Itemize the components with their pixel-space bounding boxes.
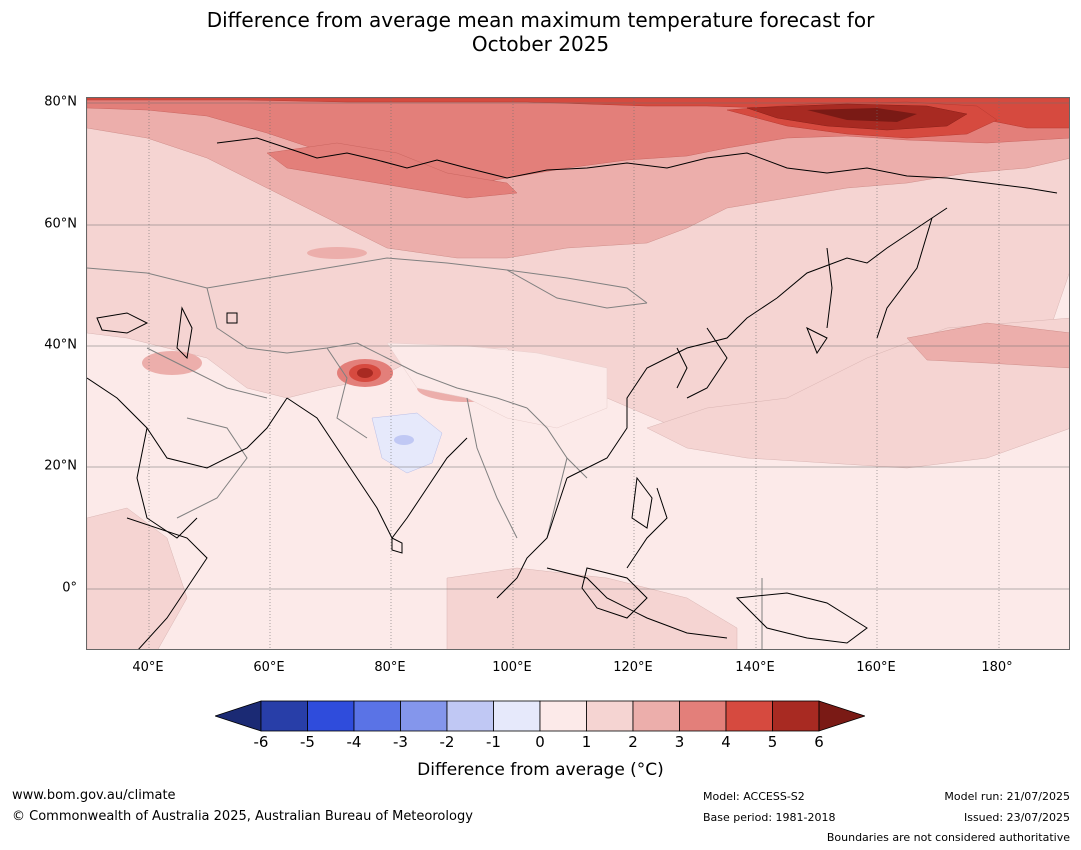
lon-grid bbox=[148, 98, 1000, 649]
colorbar-tick-label: -1 bbox=[486, 733, 501, 751]
anomaly-hotspot-inner bbox=[357, 368, 373, 378]
anomaly-band-1-2-south bbox=[446, 567, 738, 649]
anomaly-band-0-1-china bbox=[386, 342, 608, 429]
lon-label-160e: 160°E bbox=[856, 660, 896, 675]
anomaly-band-1-2-africa bbox=[87, 507, 188, 649]
colorbar bbox=[215, 700, 865, 732]
lon-label-140e: 140°E bbox=[735, 660, 775, 675]
model-info: Model: ACCESS-S2 bbox=[703, 790, 805, 803]
colorbar-cell bbox=[493, 700, 541, 732]
colorbar-tick-label: 0 bbox=[535, 733, 545, 751]
anomaly-map-graphic bbox=[87, 98, 1069, 649]
colorbar-tick-label: 2 bbox=[628, 733, 638, 751]
colorbar-cell bbox=[539, 700, 587, 732]
disclaimer: Boundaries are not considered authoritat… bbox=[826, 831, 1070, 844]
lon-label-180: 180° bbox=[981, 660, 1013, 675]
title-line-2: October 2025 bbox=[471, 32, 610, 56]
lat-label-20n: 20°N bbox=[44, 458, 77, 474]
lon-label-40e: 40°E bbox=[132, 660, 164, 675]
colorbar-cell bbox=[586, 700, 634, 732]
model-run: Model run: 21/07/2025 bbox=[944, 790, 1070, 803]
colorbar-tick-label: -2 bbox=[439, 733, 455, 751]
anomaly-band-2-3-pacific bbox=[906, 322, 1069, 369]
anomaly-patch-mongolia bbox=[307, 247, 367, 259]
map-title: Difference from average mean maximum tem… bbox=[0, 8, 1081, 56]
anomaly-band-gt6 bbox=[807, 108, 917, 122]
title-line-1: Difference from average mean maximum tem… bbox=[206, 8, 875, 32]
colorbar-tick-label: -3 bbox=[393, 733, 408, 751]
colorbar-tick-label: 4 bbox=[721, 733, 731, 751]
lon-label-100e: 100°E bbox=[492, 660, 532, 675]
lat-label-0: 0° bbox=[62, 580, 77, 596]
copyright: © Commonwealth of Australia 2025, Austra… bbox=[12, 809, 473, 824]
colorbar-cell bbox=[260, 700, 308, 732]
lat-label-60n: 60°N bbox=[44, 216, 77, 232]
lat-label-40n: 40°N bbox=[44, 337, 77, 353]
colorbar-high-extend bbox=[818, 700, 865, 732]
colorbar-tick-label: 5 bbox=[767, 733, 778, 751]
anomaly-patch-neg-india bbox=[394, 435, 414, 445]
issued-date: Issued: 23/07/2025 bbox=[963, 811, 1070, 824]
colorbar-cell bbox=[446, 700, 494, 732]
colorbar-cell bbox=[679, 700, 727, 732]
anomaly-band-3-4-west bbox=[266, 142, 518, 199]
lon-label-80e: 80°E bbox=[374, 660, 406, 675]
colorbar-label: Difference from average (°C) bbox=[417, 760, 664, 780]
colorbar-tick-label: -6 bbox=[253, 733, 269, 751]
colorbar-cell bbox=[632, 700, 680, 732]
colorbar-tick-label: 6 bbox=[814, 733, 824, 751]
colorbar-low-extend bbox=[215, 700, 262, 732]
colorbar-tick-label: -4 bbox=[346, 733, 362, 751]
base-period: Base period: 1981-2018 bbox=[703, 811, 836, 824]
coastlines bbox=[87, 137, 1058, 649]
forecast-map bbox=[86, 97, 1070, 650]
country-borders bbox=[87, 257, 763, 649]
lat-grid bbox=[87, 102, 1069, 590]
colorbar-cell bbox=[353, 700, 401, 732]
lon-label-60e: 60°E bbox=[253, 660, 285, 675]
colorbar-tick-label: 1 bbox=[581, 733, 592, 751]
colorbar-tick-label: 3 bbox=[674, 733, 685, 751]
colorbar-cell bbox=[772, 700, 820, 732]
colorbar-cell bbox=[725, 700, 773, 732]
lat-label-80n: 80°N bbox=[44, 94, 77, 110]
website-link[interactable]: www.bom.gov.au/climate bbox=[12, 788, 176, 803]
colorbar-cell bbox=[400, 700, 448, 732]
lon-label-120e: 120°E bbox=[613, 660, 653, 675]
colorbar-cell bbox=[307, 700, 355, 732]
colorbar-tick-label: -5 bbox=[300, 733, 315, 751]
